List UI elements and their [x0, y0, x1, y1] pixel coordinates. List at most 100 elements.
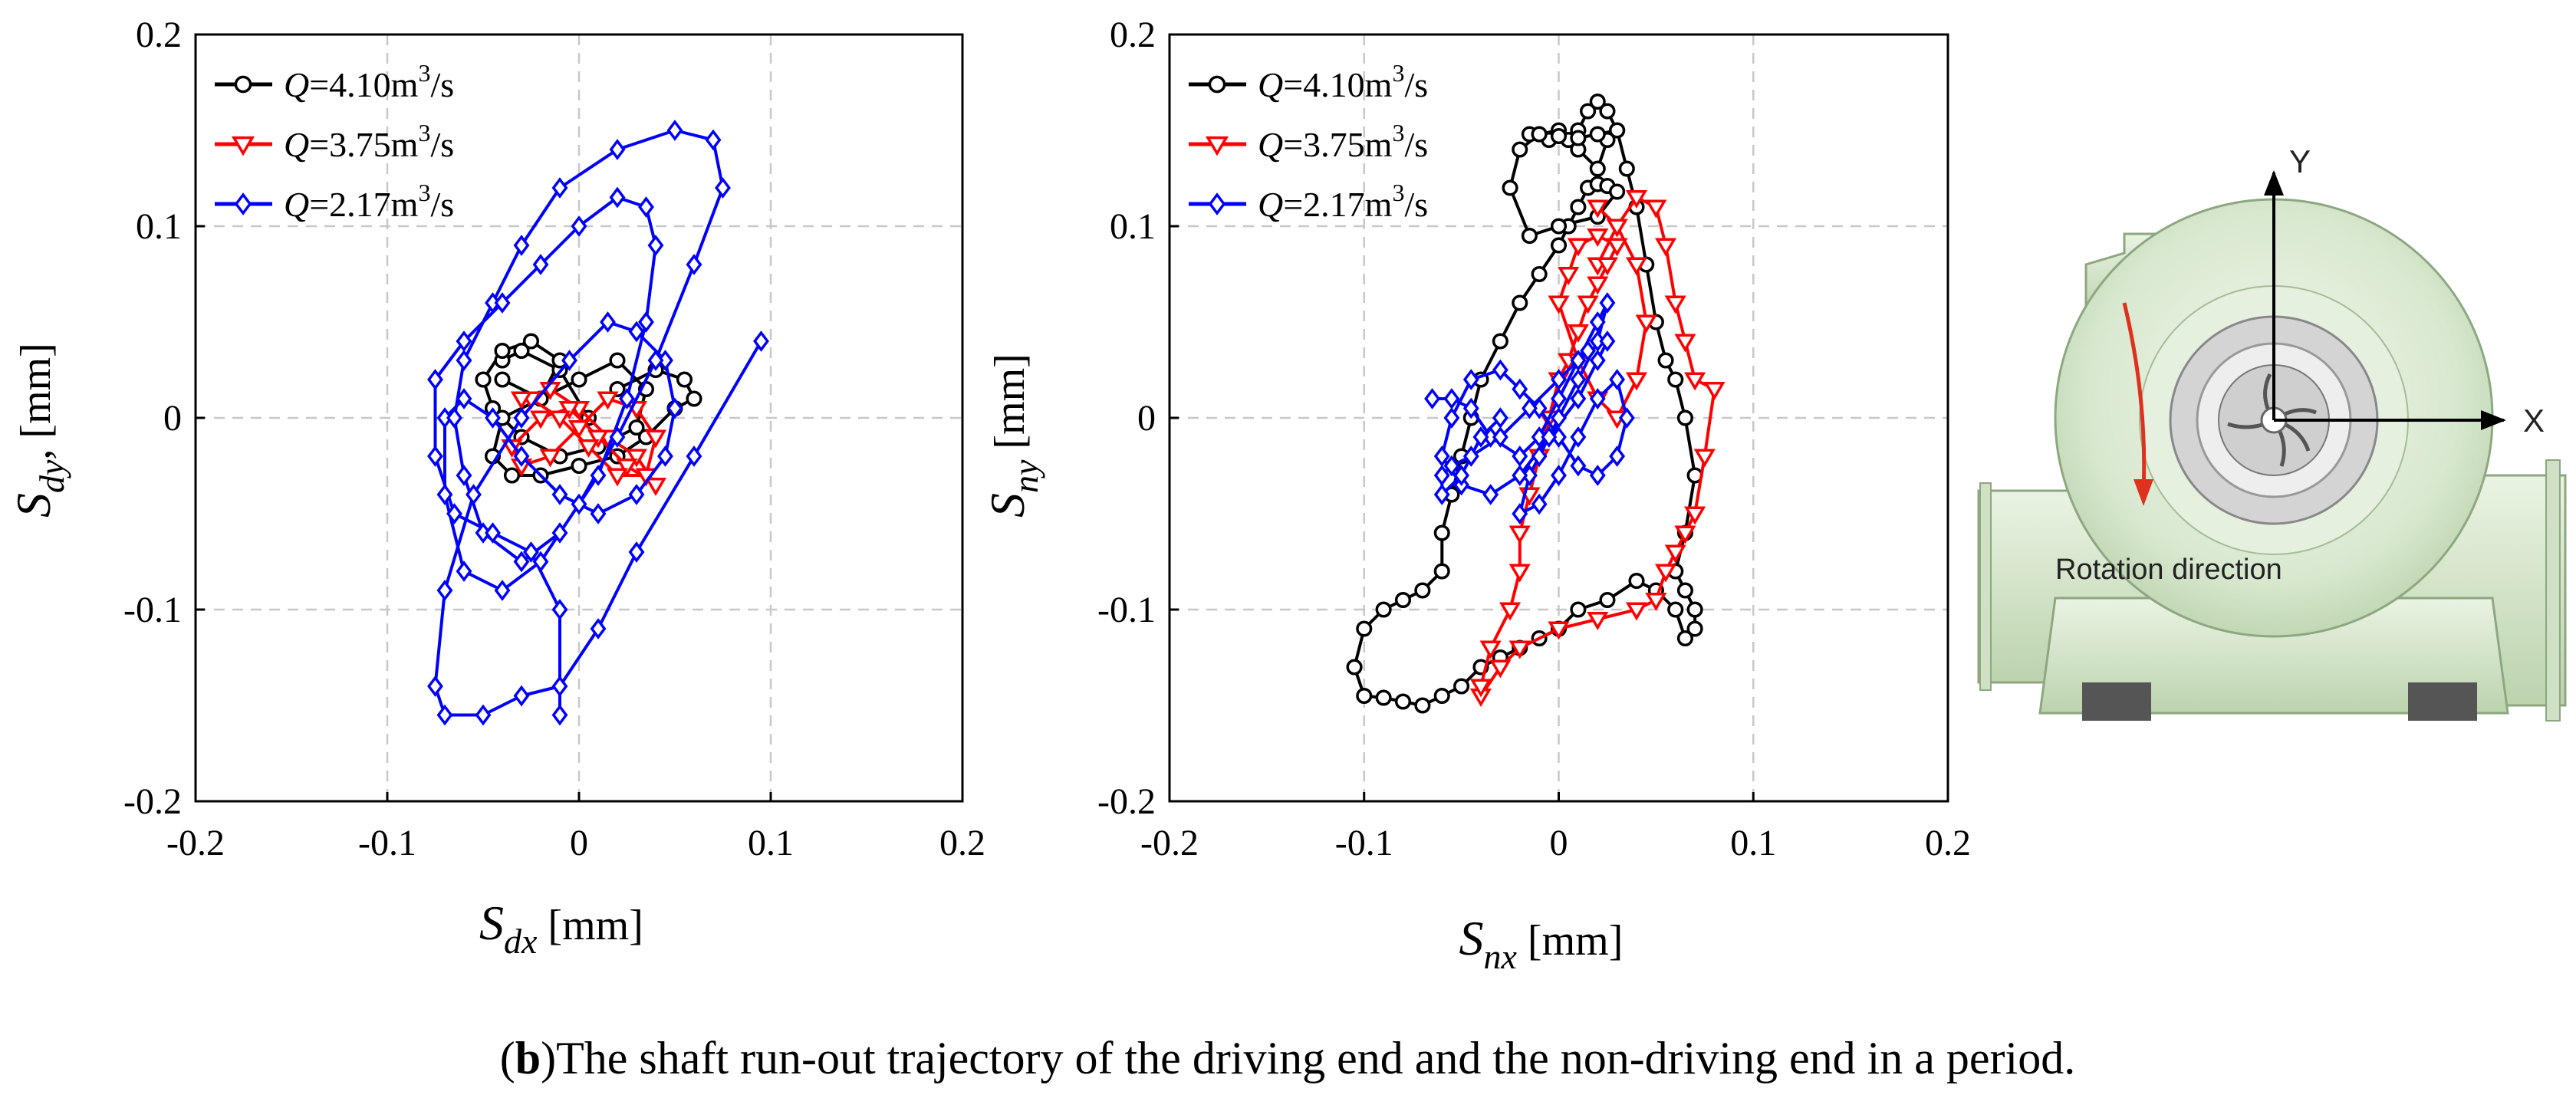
figure-caption: (b)The shaft run-out trajectory of the d…: [500, 1033, 2075, 1083]
data-point: [513, 342, 530, 360]
y-label-unit: , [mm]: [12, 343, 60, 459]
x-tick-label: -0.2: [166, 823, 225, 863]
data-point: [686, 390, 702, 407]
data-point: [494, 371, 511, 388]
data-point: [644, 478, 667, 496]
data-point: [1479, 640, 1502, 659]
data-point: [1551, 388, 1567, 409]
series-markers-2: [1424, 292, 1635, 524]
data-point: [436, 484, 453, 505]
data-point: [510, 391, 533, 410]
data-point: [609, 352, 626, 369]
data-point: [1548, 621, 1570, 640]
data-point: [1676, 409, 1693, 426]
data-point: [1512, 465, 1528, 486]
data-point: [666, 397, 683, 419]
data-point: [1558, 267, 1580, 285]
data-point: [609, 186, 626, 209]
data-point: [625, 449, 648, 468]
data-point: [522, 333, 540, 350]
data-point: [1674, 525, 1696, 544]
data-point: [1577, 295, 1599, 314]
data-point: [485, 522, 501, 544]
data-point: [1551, 407, 1567, 429]
data-point: [1667, 601, 1684, 618]
data-point: [513, 407, 530, 429]
data-point: [1570, 601, 1587, 618]
data-point: [456, 465, 472, 486]
data-point: [1664, 295, 1686, 314]
data-point: [753, 330, 769, 352]
data-point: [1686, 620, 1703, 637]
x-tick-label: 0.2: [939, 823, 985, 863]
data-point: [1550, 237, 1568, 254]
y-tick-label: 0: [1137, 398, 1156, 439]
data-point: [1356, 620, 1373, 637]
data-point: [1551, 369, 1567, 390]
data-point: [1587, 612, 1609, 630]
data-point: [606, 468, 629, 487]
x-tick-label: 0.2: [1925, 823, 1971, 863]
data-point: [1703, 382, 1726, 400]
data-point: [485, 407, 501, 429]
data-point: [1522, 397, 1538, 419]
data-point: [551, 676, 568, 697]
data-point: [1599, 591, 1616, 609]
data-point: [1521, 227, 1538, 245]
data-point: [532, 254, 549, 275]
data-point: [1453, 678, 1470, 695]
series-group: [1346, 93, 1726, 714]
data-point: [1433, 563, 1450, 580]
rotation-arrowhead: [2134, 479, 2153, 506]
data-point: [1655, 564, 1677, 583]
data-point: [686, 445, 702, 467]
data-point: [513, 445, 530, 467]
data-point: [1587, 228, 1609, 247]
data-point: [1472, 426, 1489, 448]
data-point: [475, 371, 492, 388]
series-markers-1: [1469, 190, 1726, 707]
data-point: [1635, 314, 1657, 334]
data-point: [539, 449, 561, 468]
y-label-sub: dy: [32, 459, 71, 493]
legend-marker: [1205, 136, 1229, 156]
data-point: [571, 371, 587, 388]
y-axis-letter: Y: [2289, 143, 2311, 179]
data-point: [1443, 407, 1460, 429]
data-point: [1674, 334, 1696, 353]
y-label-unit: [mm]: [986, 353, 1034, 459]
data-point: [1492, 359, 1508, 381]
data-point: [561, 350, 577, 371]
data-point: [1609, 122, 1626, 139]
data-point: [715, 177, 731, 199]
legend-q: Q: [284, 125, 309, 164]
data-point: [551, 704, 568, 726]
data-point: [551, 484, 568, 505]
data-point: [1512, 503, 1528, 524]
data-point: [590, 618, 607, 639]
y-arrowhead: [2264, 170, 2284, 196]
data-point: [1551, 465, 1567, 486]
data-point: [1346, 659, 1363, 676]
x-label-sub: nx: [1484, 937, 1518, 976]
data-point: [1433, 524, 1450, 541]
data-point: [1512, 141, 1528, 158]
data-point: [600, 311, 616, 333]
data-point: [1570, 130, 1587, 146]
data-point: [686, 254, 702, 275]
data-point: [523, 541, 539, 563]
data-point: [1482, 484, 1499, 505]
data-point: [1453, 465, 1470, 486]
data-point: [551, 522, 568, 544]
data-point: [1609, 369, 1626, 390]
data-point: [657, 445, 673, 467]
data-point: [1684, 372, 1706, 391]
x-label-sub: dx: [504, 922, 538, 961]
data-point: [503, 467, 521, 484]
x-axis-label: Snx [mm]: [1459, 911, 1624, 976]
legend-q: Q: [1258, 125, 1283, 164]
data-point: [513, 235, 530, 256]
data-point: [446, 407, 462, 429]
data-point: [619, 388, 635, 409]
data-point: [609, 426, 626, 448]
